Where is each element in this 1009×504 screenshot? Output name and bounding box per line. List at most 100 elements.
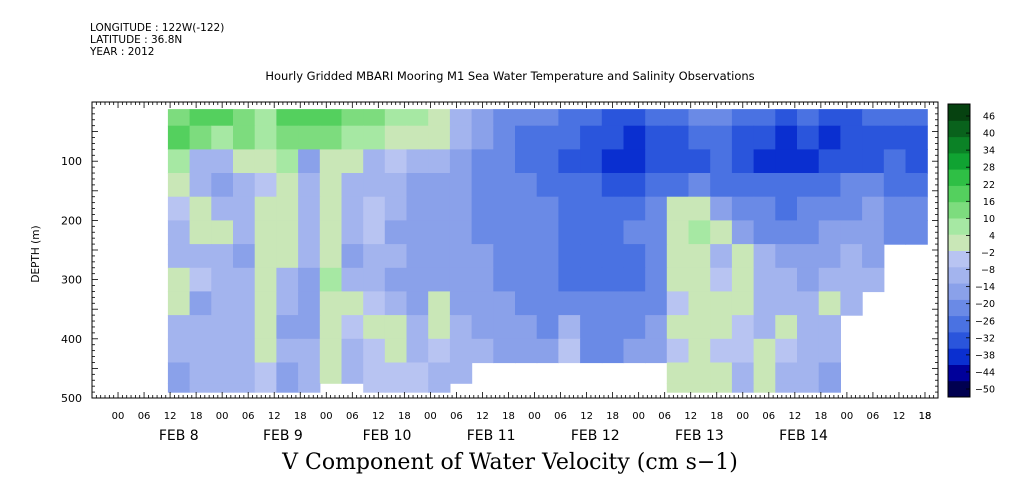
colorbar-swatch [948,152,970,170]
heatmap-cell [862,125,885,150]
heatmap-cell [797,196,820,221]
heatmap-cell [254,267,277,293]
heatmap-cell [666,125,690,150]
heatmap-cell [406,149,429,174]
heatmap-cell [254,244,277,269]
heatmap-cell [558,291,581,316]
heatmap-cell [905,149,928,174]
heatmap-cell [905,173,928,198]
heatmap-cell [254,220,277,245]
heatmap-cell [428,338,451,364]
heatmap-cell [363,291,386,316]
heatmap-cell [818,173,841,198]
heatmap-cell [818,109,841,127]
heatmap-cell [862,244,885,269]
colorbar-label: −50 [975,385,995,396]
colorbar-label: 34 [983,146,995,157]
heatmap-cell [710,220,733,245]
heatmap-cell [363,362,386,384]
heatmap-cell [189,173,212,198]
heatmap-cell [623,244,646,269]
heatmap-cell [601,109,625,127]
heatmap-cell [580,291,603,316]
heatmap-cell [905,220,928,245]
heatmap-cell [688,362,711,384]
heatmap-cell [406,125,429,150]
heatmap-cell [536,244,559,269]
heatmap-cell [601,267,625,293]
heatmap-cell [276,125,299,150]
heatmap-cell [276,291,299,316]
heatmap-cell [688,109,711,127]
heatmap-cell [298,173,321,198]
heatmap-cell [580,338,603,364]
heatmap-cell [840,291,863,316]
heatmap-cell [710,196,733,221]
heatmap-cell [363,173,386,198]
heatmap-cell [167,338,191,364]
heatmap-cell [731,125,755,150]
heatmap-cell [341,149,364,174]
heatmap-cell [471,315,494,340]
heatmap-cell [276,220,299,245]
heatmap-cell [211,196,234,221]
heatmap-cell [363,338,386,364]
heatmap-cell [406,196,429,221]
heatmap-cell [840,125,863,150]
heatmap-cell [515,125,538,150]
heatmap-cell [363,244,386,269]
heatmap-cell [645,244,668,269]
heatmap-cell [384,362,408,384]
heatmap-cell [341,244,364,269]
heatmap-cell [515,315,538,340]
x-tick-label: 06 [450,411,463,422]
heatmap-cell [167,196,191,221]
heatmap-cell [449,338,473,364]
heatmap-cell [515,244,538,269]
heatmap-cell [753,315,776,340]
heatmap-cell [840,267,863,293]
heatmap-cell [797,173,820,198]
latitude-label: LATITUDE : 36.8N [90,34,183,46]
heatmap-cell [688,149,711,174]
heatmap-cell [753,125,776,150]
heatmap-cell [883,125,907,150]
heatmap-cell [883,196,907,221]
heatmap-cell [189,149,212,174]
colorbar-label: 22 [983,180,995,191]
x-tick-label: 12 [580,411,593,422]
x-tick-label: 06 [762,411,775,422]
x-tick-label: 18 [398,411,411,422]
x-tick-label: 00 [632,411,645,422]
heatmap-cell [254,109,277,127]
heatmap-cell [167,362,191,384]
heatmap-cell [775,220,798,245]
heatmap-cell [167,383,191,393]
chart-title: Hourly Gridded MBARI Mooring M1 Sea Wate… [265,69,755,83]
heatmap-cell [449,267,473,293]
heatmap-cell [688,315,711,340]
heatmap-cell [883,109,907,127]
heatmap-cell [601,196,625,221]
heatmap-cell [753,244,776,269]
heatmap-cell [211,383,234,393]
heatmap-cell [211,125,234,150]
heatmap-cell [189,244,212,269]
heatmap-cell [797,220,820,245]
heatmap-cell [254,338,277,364]
heatmap-cell [319,109,343,127]
heatmap-cell [341,362,364,384]
heatmap-cell [254,173,277,198]
colorbar-label: −26 [975,316,995,327]
heatmap-cell [515,338,538,364]
heatmap-cell [406,291,429,316]
heatmap-cell [731,338,755,364]
heatmap-cell [254,315,277,340]
heatmap-cell [276,149,299,174]
heatmap-cell [580,267,603,293]
heatmap-cell [666,109,690,127]
heatmap-cell [428,109,451,127]
heatmap-cell [775,109,798,127]
colorbar-swatch [948,104,970,121]
heatmap-cell [449,315,473,340]
